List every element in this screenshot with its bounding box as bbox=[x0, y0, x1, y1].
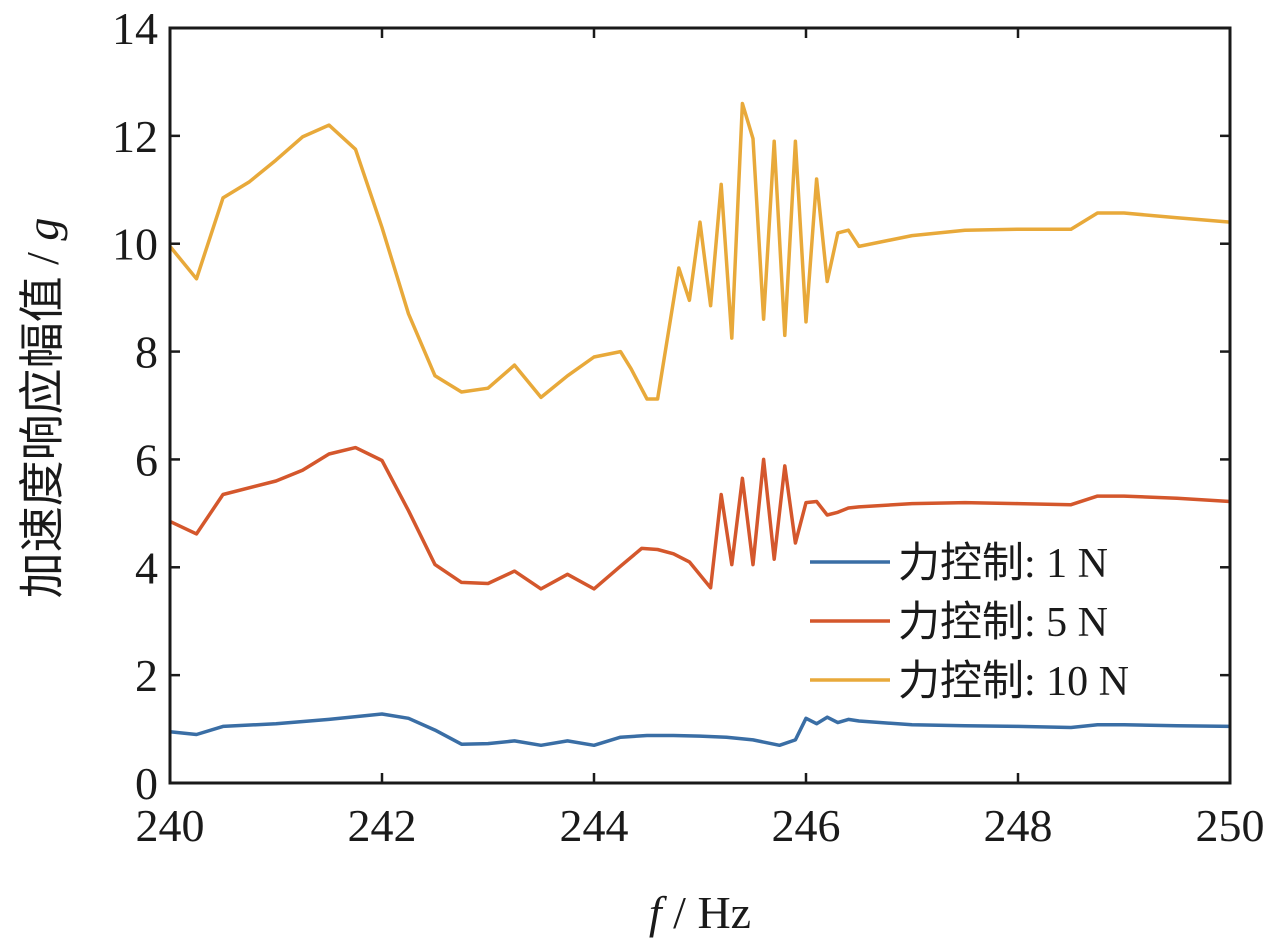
y-tick-label: 12 bbox=[112, 111, 158, 162]
x-tick-label: 246 bbox=[772, 800, 841, 851]
x-tick-label: 244 bbox=[560, 800, 629, 851]
y-tick-label: 14 bbox=[112, 3, 158, 54]
series-layer bbox=[168, 101, 1231, 748]
x-axis-label: f / Hz bbox=[649, 887, 751, 938]
y-tick-label: 0 bbox=[135, 758, 158, 809]
x-tick-label: 240 bbox=[136, 800, 205, 851]
legend-label-1: 力控制: 1 N bbox=[898, 541, 1108, 587]
plot-area-frame bbox=[168, 26, 1232, 785]
series-line-3 bbox=[168, 101, 1231, 401]
y-tick-label: 4 bbox=[135, 542, 158, 593]
x-tick-label: 250 bbox=[1196, 800, 1265, 851]
y-tick-label: 6 bbox=[135, 434, 158, 485]
y-axis-unit: g bbox=[17, 218, 68, 241]
y-axis-label: 加速度响应幅值 / g bbox=[17, 218, 68, 599]
y-tick-label: 2 bbox=[135, 650, 158, 701]
series-line-1 bbox=[169, 712, 1231, 748]
series-line-2 bbox=[169, 445, 1231, 591]
x-tick-label: 242 bbox=[348, 800, 417, 851]
y-tick-label: 8 bbox=[135, 327, 158, 378]
legend: 力控制: 1 N 力控制: 5 N 力控制: 10 N bbox=[810, 541, 1129, 705]
y-tick-label: 10 bbox=[112, 219, 158, 270]
legend-label-2: 力控制: 5 N bbox=[898, 600, 1108, 646]
x-axis-unit: / Hz bbox=[662, 887, 751, 938]
x-tick-label: 248 bbox=[984, 800, 1053, 851]
y-axis-title: 加速度响应幅值 / bbox=[17, 241, 68, 599]
legend-label-3: 力控制: 10 N bbox=[898, 659, 1129, 705]
